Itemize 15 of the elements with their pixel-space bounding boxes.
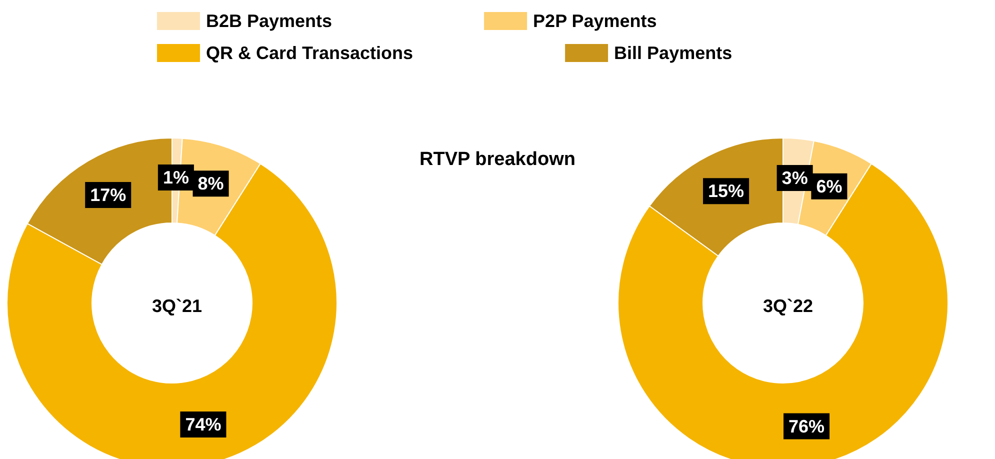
legend-label: B2B Payments <box>206 11 332 31</box>
slice-label: 3Q`22 <box>762 296 814 316</box>
legend-label: Bill Payments <box>614 43 732 63</box>
data-label: 1% <box>162 168 189 188</box>
legend-label: P2P Payments <box>533 11 657 31</box>
data-label: 74% <box>185 414 222 435</box>
data-label: 6% <box>816 176 842 196</box>
data-label: 3% <box>782 168 808 188</box>
data-label: 15% <box>708 181 744 202</box>
data-label: 8% <box>198 174 224 194</box>
text: RTVP breakdown <box>420 149 576 170</box>
slice-label: 3Q`21 <box>152 296 202 316</box>
data-label: 17% <box>90 184 126 205</box>
legend-label: QR & Card Transactions <box>206 43 414 63</box>
data-label: 76% <box>788 416 825 436</box>
